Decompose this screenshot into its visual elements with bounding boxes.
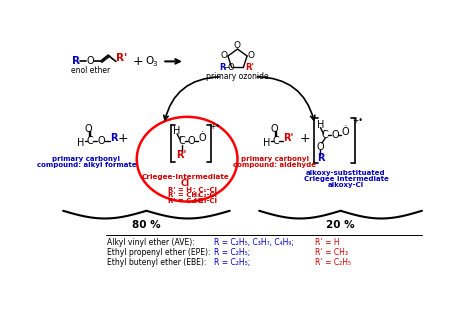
Text: +•: +• [209, 123, 219, 131]
Text: +: + [133, 55, 144, 68]
Text: +: + [300, 132, 310, 145]
Text: R' = H: R' = H [168, 187, 192, 193]
Text: C: C [86, 136, 93, 146]
Text: O: O [331, 130, 339, 140]
Text: Criegee Intermediate: Criegee Intermediate [303, 176, 388, 182]
Text: Alkyl vinyl ether (AVE):: Alkyl vinyl ether (AVE): [107, 238, 195, 247]
Text: enol ether: enol ether [71, 66, 110, 75]
Text: R': R' [245, 63, 254, 72]
Text: primary ozonide: primary ozonide [206, 71, 269, 81]
Text: R = C₂H₅, C₃H₇, C₄H₉;: R = C₂H₅, C₃H₇, C₄H₉; [214, 238, 294, 247]
Text: Ȯ: Ȯ [341, 127, 349, 137]
Text: 80 %: 80 % [132, 220, 160, 230]
Text: O: O [271, 124, 279, 134]
Text: CI: CI [181, 179, 190, 188]
Text: O: O [247, 51, 255, 60]
Text: O: O [317, 142, 324, 152]
Text: +: + [118, 132, 128, 145]
Text: R’ = C₂H₅: R’ = C₂H₅ [315, 258, 351, 267]
Text: 20 %: 20 % [326, 220, 355, 230]
Text: R = C₂H₅;: R = C₂H₅; [214, 258, 250, 267]
Text: O: O [86, 56, 94, 66]
Text: alkoxy-substituated: alkoxy-substituated [306, 170, 386, 176]
Text: H: H [263, 138, 271, 148]
Text: C: C [322, 130, 328, 140]
Text: ─O: ─O [223, 63, 235, 72]
Text: H: H [77, 138, 85, 148]
Text: R = C₂H₅;: R = C₂H₅; [214, 248, 250, 257]
Text: R': R' [116, 53, 127, 63]
Text: ·: · [180, 132, 182, 142]
Text: R: R [317, 153, 324, 163]
Text: R: R [110, 133, 118, 143]
Text: compound: alkyl formate: compound: alkyl formate [36, 162, 136, 168]
Text: R’ = H: R’ = H [315, 238, 340, 247]
Text: : C₂-CI: : C₂-CI [192, 192, 217, 199]
Text: H: H [173, 126, 181, 136]
Text: primary carbonyl: primary carbonyl [52, 156, 120, 162]
Text: ·: · [323, 126, 326, 136]
Text: alkoxy-CI: alkoxy-CI [328, 182, 364, 188]
Text: O: O [188, 136, 196, 146]
Text: R’ = CH₃: R’ = CH₃ [315, 248, 348, 257]
Text: R' = C₂H₅: R' = C₂H₅ [168, 198, 203, 204]
Text: H: H [317, 120, 324, 129]
Text: R': R' [283, 133, 294, 143]
Text: O: O [234, 42, 241, 50]
Text: R': R' [176, 150, 187, 160]
Text: O: O [85, 124, 92, 134]
Text: C: C [178, 136, 185, 146]
Text: : C₃-CI: : C₃-CI [192, 198, 217, 204]
Text: C: C [272, 136, 279, 146]
Text: Ethyl propenyl ether (EPE):: Ethyl propenyl ether (EPE): [107, 248, 211, 257]
Text: primary carbonyl: primary carbonyl [241, 156, 309, 162]
Text: O: O [146, 56, 154, 66]
Text: Ȯ: Ȯ [198, 133, 206, 143]
Text: +•: +• [352, 116, 363, 125]
Text: R: R [219, 63, 226, 72]
Text: R: R [73, 56, 80, 66]
Text: R' = CH₃: R' = CH₃ [168, 192, 200, 199]
Text: compound: aldehyde: compound: aldehyde [233, 162, 316, 168]
Text: : C₁-CI: : C₁-CI [192, 187, 217, 193]
Text: Criegee-Intermediate: Criegee-Intermediate [142, 174, 229, 180]
Text: Ethyl butenyl ether (EBE):: Ethyl butenyl ether (EBE): [107, 258, 207, 267]
Text: O: O [97, 136, 105, 146]
Text: O: O [220, 51, 228, 60]
Text: 3: 3 [152, 61, 157, 67]
